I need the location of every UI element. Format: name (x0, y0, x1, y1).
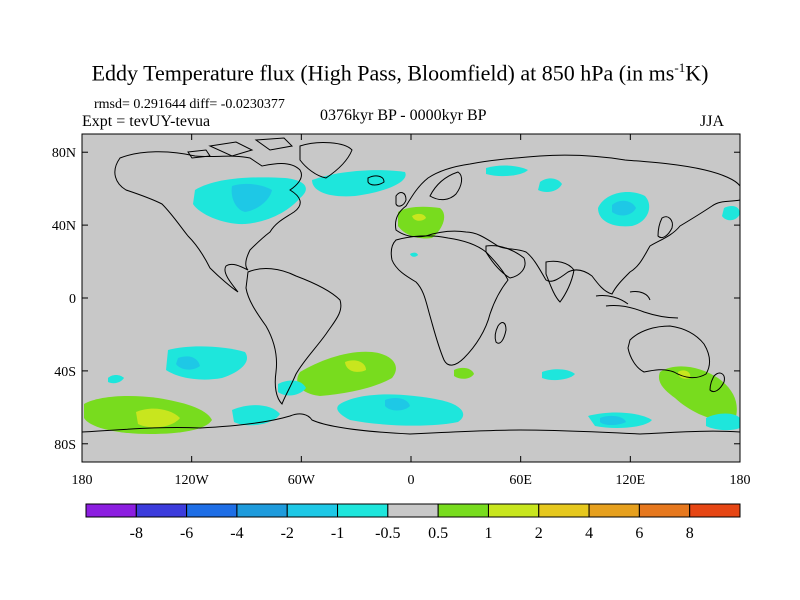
anomaly-patch (486, 165, 528, 177)
colorbar-label: 1 (484, 525, 492, 542)
colorbar-label: -2 (281, 525, 294, 542)
anomaly-field (84, 165, 740, 434)
lat-tick-label: 80N (52, 146, 76, 161)
lat-tick-label: 40N (52, 219, 76, 234)
coastline-indonesia (595, 291, 679, 319)
colorbar-swatch (337, 503, 389, 518)
anomaly-patch (410, 252, 418, 257)
lon-tick-label: 120E (616, 473, 646, 488)
anomaly-patch (231, 183, 272, 212)
coastline-antarctica (82, 413, 740, 435)
colorbar-swatch (387, 503, 439, 518)
coastline-arctic-islands (187, 137, 294, 159)
anomaly-patch (278, 380, 306, 396)
lon-tick-label: 60W (288, 473, 316, 488)
anomaly-patch (176, 356, 200, 370)
colorbar-label: -4 (230, 525, 243, 542)
colorbar-label: 2 (535, 525, 543, 542)
colorbar-swatch (638, 503, 691, 518)
coastline-north-america (114, 151, 302, 293)
experiment-label: Expt = tevUY-tevua (82, 113, 211, 130)
lon-tick-label: 180 (730, 473, 751, 488)
colorbar-swatch (437, 503, 489, 518)
colorbar-swatch (135, 503, 188, 518)
colorbar-label: 6 (635, 525, 643, 542)
colorbar-label: 0.5 (428, 525, 448, 542)
colorbar-swatch (186, 503, 238, 518)
lon-tick-label: 60E (509, 473, 532, 488)
coastline-uk (395, 192, 407, 207)
colorbar-label: 4 (585, 525, 593, 542)
anomaly-patch (232, 405, 280, 426)
colorbar-label: -1 (331, 525, 344, 542)
coastline-scandinavia (429, 171, 463, 201)
colorbar-swatch (538, 503, 590, 518)
anomaly-patch (538, 178, 562, 192)
colorbar: -8 -6 -4 -2 -1 -0.5 0.5 1 2 4 6 8 (85, 503, 741, 542)
anomaly-patch (166, 346, 248, 380)
season-label: JJA (700, 113, 725, 130)
anomaly-patch (658, 366, 737, 421)
anomaly-patch (398, 206, 445, 239)
axis-ticks: 180 120W 60W 0 60E 120E 180 80N 40N 0 40S 80S (52, 134, 751, 488)
colorbar-label: -6 (180, 525, 193, 542)
coastline-india (545, 260, 575, 303)
colorbar-swatch (588, 503, 640, 518)
coastline-arabia (485, 245, 526, 279)
anomaly-patch (108, 375, 124, 384)
anomaly-patch (385, 398, 410, 411)
anomaly-patch (412, 213, 426, 221)
anomaly-patch (297, 351, 396, 396)
colorbar-label: -8 (130, 525, 143, 542)
period-label: 0376kyr BP - 0000kyr BP (320, 107, 487, 124)
lon-tick-label: 0 (408, 473, 415, 488)
anomaly-patch (454, 367, 474, 379)
anomaly-patch (600, 415, 626, 425)
coastline-south-america (245, 268, 342, 405)
lat-tick-label: 40S (54, 365, 76, 380)
anomaly-patch (722, 206, 740, 221)
anomaly-patch (312, 170, 406, 197)
lat-tick-label: 0 (69, 292, 76, 307)
colorbar-swatch (85, 503, 137, 518)
stats-text: rmsd= 0.291644 diff= -0.0230377 (94, 97, 285, 112)
colorbar-swatch (689, 503, 741, 518)
anomaly-patch (706, 413, 740, 431)
colorbar-swatch (236, 503, 288, 518)
coastlines (82, 137, 740, 435)
coastline-africa (390, 235, 509, 366)
anomaly-patch (678, 370, 691, 379)
anomaly-patch (136, 408, 180, 428)
colorbar-label: -0.5 (375, 525, 400, 542)
coastline-japan (657, 216, 673, 239)
lat-tick-label: 80S (54, 438, 76, 453)
colorbar-swatch (286, 503, 339, 518)
anomaly-patch (612, 200, 636, 216)
colorbar-swatch (487, 503, 540, 518)
anomaly-patch (542, 369, 575, 381)
anomaly-patch (345, 360, 366, 372)
coastline-new-zealand (709, 372, 725, 393)
lon-tick-label: 120W (175, 473, 210, 488)
coastline-madagascar (494, 322, 507, 344)
coastline-australia (627, 325, 711, 379)
colorbar-label: 8 (686, 525, 694, 542)
coastline-iceland (367, 175, 385, 186)
lon-tick-label: 180 (72, 473, 93, 488)
map-title: Eddy Temperature flux (High Pass, Bloomf… (91, 60, 709, 86)
coastline-greenland (299, 142, 353, 179)
